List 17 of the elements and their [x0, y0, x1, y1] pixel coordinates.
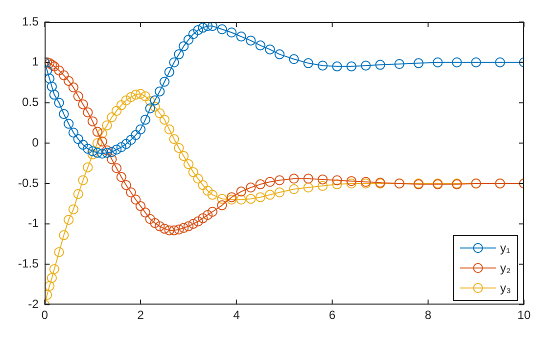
legend-label: y₃ [500, 280, 511, 295]
x-tick-label: 2 [137, 308, 144, 322]
x-tick-label: 10 [517, 308, 531, 322]
legend-label: y₂ [500, 260, 511, 275]
y-tick-label: 0 [32, 135, 39, 150]
y-tick-label: 1.5 [22, 14, 39, 28]
y-tick-label: -0.5 [18, 176, 39, 190]
legend-label: y₁ [500, 240, 510, 255]
y-tick-label: 0.5 [22, 95, 39, 110]
x-tick-label: 0 [41, 308, 48, 322]
x-tick-label: 4 [233, 308, 240, 322]
y-tick-label: -1.5 [18, 256, 39, 271]
x-tick-label: 8 [424, 308, 432, 322]
y-tick-label: -2 [28, 296, 39, 311]
y-tick-label: 1 [32, 54, 39, 69]
y-tick-label: -1 [28, 216, 39, 230]
x-tick-label: 6 [328, 308, 336, 322]
